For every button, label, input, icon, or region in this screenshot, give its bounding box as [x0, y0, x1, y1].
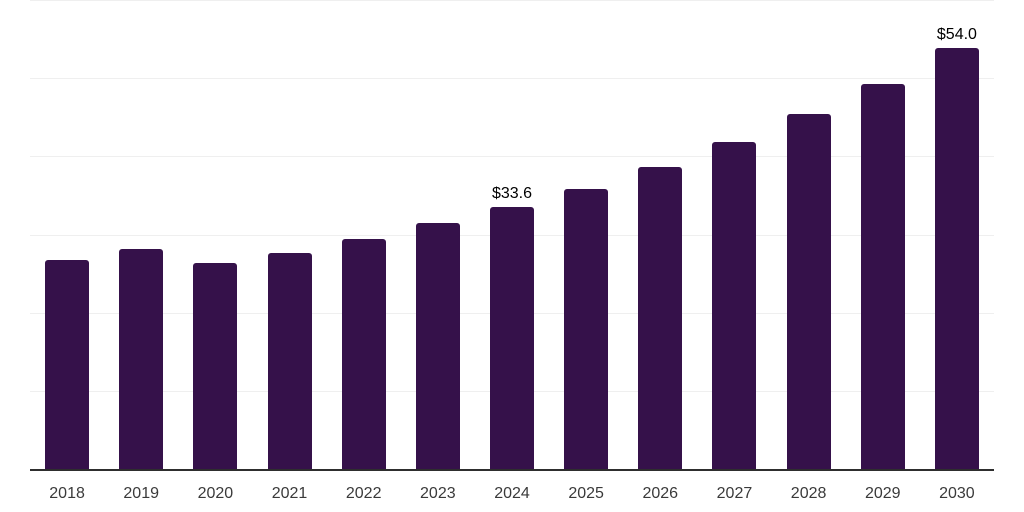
- x-tick-label-2018: 2018: [49, 485, 85, 502]
- gridline-60: [30, 0, 994, 1]
- bar-2026: [638, 166, 683, 470]
- bar-2023: [415, 223, 460, 470]
- x-tick-label-2024: 2024: [494, 485, 530, 502]
- bar-2029: [860, 83, 905, 470]
- bar-2027: [712, 141, 757, 470]
- bar-2024: [490, 207, 534, 470]
- bar-2022: [341, 238, 386, 470]
- x-tick-label-2025: 2025: [568, 485, 604, 502]
- x-tick-label-2028: 2028: [790, 485, 827, 502]
- gridline-40: [30, 156, 994, 158]
- bar-2020: [193, 262, 238, 470]
- bar-2019: [119, 248, 164, 470]
- bar-2025: [564, 189, 609, 470]
- bar-2021: [267, 252, 312, 470]
- x-tick-label-2022: 2022: [345, 485, 382, 502]
- bar-2018: [45, 259, 90, 470]
- x-tick-label-2023: 2023: [420, 485, 456, 502]
- x-tick-label-2026: 2026: [642, 485, 679, 502]
- x-tick-label-2019: 2019: [123, 485, 159, 502]
- bar-2028: [786, 114, 831, 470]
- x-tick-label-2030: 2030: [939, 485, 975, 502]
- x-tick-label-2029: 2029: [864, 485, 901, 502]
- bar-value-label-2024: $33.6: [491, 185, 533, 203]
- gridline-50: [30, 78, 994, 80]
- x-tick-label-2027: 2027: [716, 485, 753, 502]
- bar-2030: [934, 47, 979, 470]
- x-tick-label-2021: 2021: [271, 485, 308, 502]
- x-axis-line: [30, 469, 994, 471]
- x-tick-label-2020: 2020: [197, 485, 234, 502]
- bar-value-label-2030: $54.0: [936, 25, 977, 43]
